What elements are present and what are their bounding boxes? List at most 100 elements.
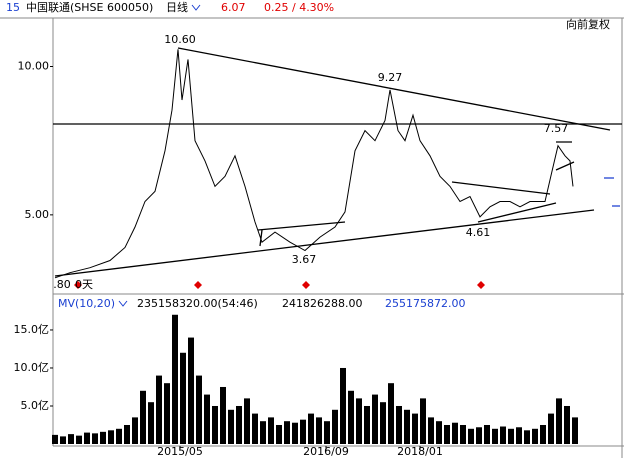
period[interactable]: 日线	[166, 0, 188, 14]
marker	[477, 281, 485, 289]
resistance-line	[177, 47, 611, 131]
stock-code: 15	[6, 1, 20, 14]
volume-bar	[452, 422, 458, 444]
volume-bar	[476, 427, 482, 444]
volume-bar	[404, 409, 410, 444]
x-tick-label: 2015/05	[157, 445, 203, 458]
y-tick-label: 5.00	[25, 208, 50, 221]
volume-bar	[468, 428, 474, 444]
volume-bar	[164, 383, 170, 444]
y-tick-label: 10.00	[18, 60, 50, 73]
price-annotation: 4.61	[466, 226, 491, 239]
volume-bar	[300, 419, 306, 444]
volume-bar	[492, 428, 498, 444]
marker	[194, 281, 202, 289]
x-tick-label: 2016/09	[303, 445, 349, 458]
volume-bar	[420, 398, 426, 444]
volume-bar	[372, 394, 378, 444]
adjust-mode[interactable]: 向前复权	[566, 17, 610, 31]
wedge-line	[451, 181, 557, 223]
volume-bar	[252, 413, 258, 444]
indicator-dropdown[interactable]	[118, 300, 128, 307]
y-tick-label: 15.0亿	[14, 323, 50, 336]
volume-bar	[228, 409, 234, 444]
volume-bar	[572, 417, 578, 444]
volume-bar	[92, 433, 98, 444]
volume-bar	[532, 428, 538, 444]
volume-bar	[212, 405, 218, 444]
trend-lines	[53, 47, 622, 277]
volume-bar	[196, 375, 202, 444]
volume-bar	[260, 421, 266, 444]
side-marks	[604, 177, 620, 207]
stock-name[interactable]: 中国联通(SHSE 600050)	[26, 1, 153, 14]
volume-bar	[500, 426, 506, 444]
volume-bar	[444, 424, 450, 444]
volume-bar	[380, 402, 386, 444]
volume-bar	[276, 424, 282, 444]
volume-bar	[140, 390, 146, 444]
volume-bar	[180, 352, 186, 444]
volume-bar	[268, 417, 274, 444]
x-tick-label: 2018/01	[397, 445, 443, 458]
volume-bar	[108, 430, 114, 444]
price-annotation: 9.27	[378, 71, 403, 84]
price-annotation: .80	[53, 278, 71, 291]
volume-bar	[332, 409, 338, 444]
volume-bar	[220, 386, 226, 444]
last-price: 6.07	[221, 1, 246, 14]
marker	[74, 281, 82, 289]
volume-bar	[388, 383, 394, 444]
volume-bar	[76, 435, 82, 444]
volume-bar	[516, 427, 522, 444]
volume-bar	[348, 390, 354, 444]
mv-value: 235158320.00(54:46)	[137, 297, 258, 310]
price-annotation: 10.60	[164, 33, 196, 46]
volume-bar	[100, 431, 106, 444]
volume-bar	[340, 367, 346, 444]
volume-bar	[436, 421, 442, 444]
price-annotation: 3.67	[292, 253, 317, 266]
indicator-name[interactable]: MV(10,20)	[58, 297, 115, 310]
volume-bar	[236, 405, 242, 444]
volume-bar	[564, 405, 570, 444]
mv-value: 255175872.00	[385, 297, 465, 310]
volume-bar	[52, 434, 58, 444]
volume-bar	[188, 337, 194, 444]
volume-bar	[508, 428, 514, 444]
volume-bar	[540, 424, 546, 444]
volume-bar	[396, 405, 402, 444]
volume-bar	[484, 424, 490, 444]
volume-bar	[428, 417, 434, 444]
volume-bar	[316, 417, 322, 444]
volume-bar	[132, 417, 138, 444]
price-annotation: 7.57	[544, 122, 569, 135]
volume-bar	[204, 394, 210, 444]
volume-bar	[524, 430, 530, 444]
flag-line	[555, 141, 575, 171]
volume-bar	[60, 436, 66, 444]
volume-bar	[548, 413, 554, 444]
volume-bar	[324, 421, 330, 444]
signal-markers	[74, 281, 485, 289]
marker	[302, 281, 310, 289]
volume-bar	[116, 428, 122, 444]
price-annotation: 0天	[75, 278, 93, 291]
volume-bar	[356, 398, 362, 444]
volume-bar	[460, 424, 466, 444]
y-tick-label: 10.0亿	[14, 361, 50, 374]
volume-bar	[172, 314, 178, 444]
mv-value: 241826288.00	[282, 297, 362, 310]
volume-bar	[412, 413, 418, 444]
support-line	[54, 209, 595, 277]
y-tick-label: 5.0亿	[21, 399, 50, 412]
volume-bar	[156, 375, 162, 444]
volume-bar	[244, 398, 250, 444]
volume-bar	[84, 432, 90, 444]
volume-bar	[556, 398, 562, 444]
period-dropdown[interactable]	[191, 4, 201, 11]
volume-bar	[148, 402, 154, 444]
price-line	[54, 49, 574, 279]
